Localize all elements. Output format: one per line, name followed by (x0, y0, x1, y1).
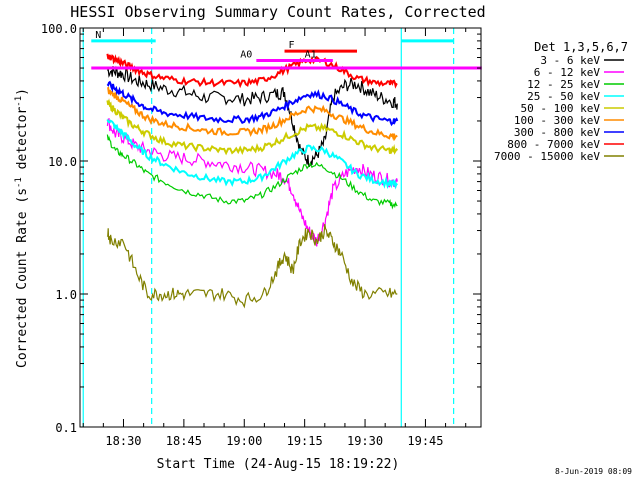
annotation-label: A0 (240, 49, 252, 60)
y-axis: 0.1 1.0 10.0 100.0 (41, 22, 481, 435)
x-tick-label: 19:30 (347, 434, 383, 448)
plot-area: N F A0 A1 (82, 28, 482, 427)
series-line (106, 118, 398, 247)
x-tick-label: 18:30 (105, 434, 141, 448)
y-tick-label: 0.1 (55, 421, 77, 435)
legend-label: 7000 - 15000 keV (494, 150, 600, 163)
legend-title: Det 1,3,5,6,7 (534, 40, 628, 54)
y-tick-label: 100.0 (41, 22, 77, 36)
chart-title: HESSI Observing Summary Count Rates, Cor… (70, 3, 485, 21)
x-tick-label: 19:45 (407, 434, 443, 448)
series-line (106, 98, 399, 156)
annotation-label: F (289, 40, 295, 51)
series-line (106, 65, 398, 168)
legend-label: 6 - 12 keV (534, 66, 601, 79)
footer-date: 8-Jun-2019 08:09 (555, 467, 632, 476)
legend-label: 3 - 6 keV (540, 54, 600, 67)
annotation-label: N (95, 30, 101, 41)
y-tick-label: 1.0 (55, 288, 77, 302)
legend-label: 100 - 300 keV (514, 114, 600, 127)
y-axis-label: Corrected Count Rate (s-1 detector-1) (14, 88, 30, 368)
y-tick-label: 10.0 (48, 155, 77, 169)
series-line (106, 53, 398, 89)
plot-frame (79, 27, 482, 428)
legend-label: 50 - 100 keV (521, 102, 601, 115)
x-axis: 18:30 18:45 19:00 19:15 19:30 19:45 (82, 28, 467, 448)
x-tick-label: 18:45 (166, 434, 202, 448)
legend-label: 300 - 800 keV (514, 126, 600, 139)
x-tick-label: 19:15 (287, 434, 323, 448)
legend-label: 800 - 7000 keV (507, 138, 600, 151)
annotation-label: A1 (305, 49, 317, 60)
legend-label: 25 - 50 keV (527, 90, 600, 103)
x-axis-label: Start Time (24-Aug-15 18:19:22) (157, 457, 400, 472)
series-line (106, 119, 399, 190)
series-line (106, 80, 399, 127)
legend-label: 12 - 25 keV (527, 78, 600, 91)
x-tick-label: 19:00 (226, 434, 262, 448)
series-line (106, 134, 398, 210)
series-line (106, 223, 398, 309)
series-line (106, 86, 398, 142)
